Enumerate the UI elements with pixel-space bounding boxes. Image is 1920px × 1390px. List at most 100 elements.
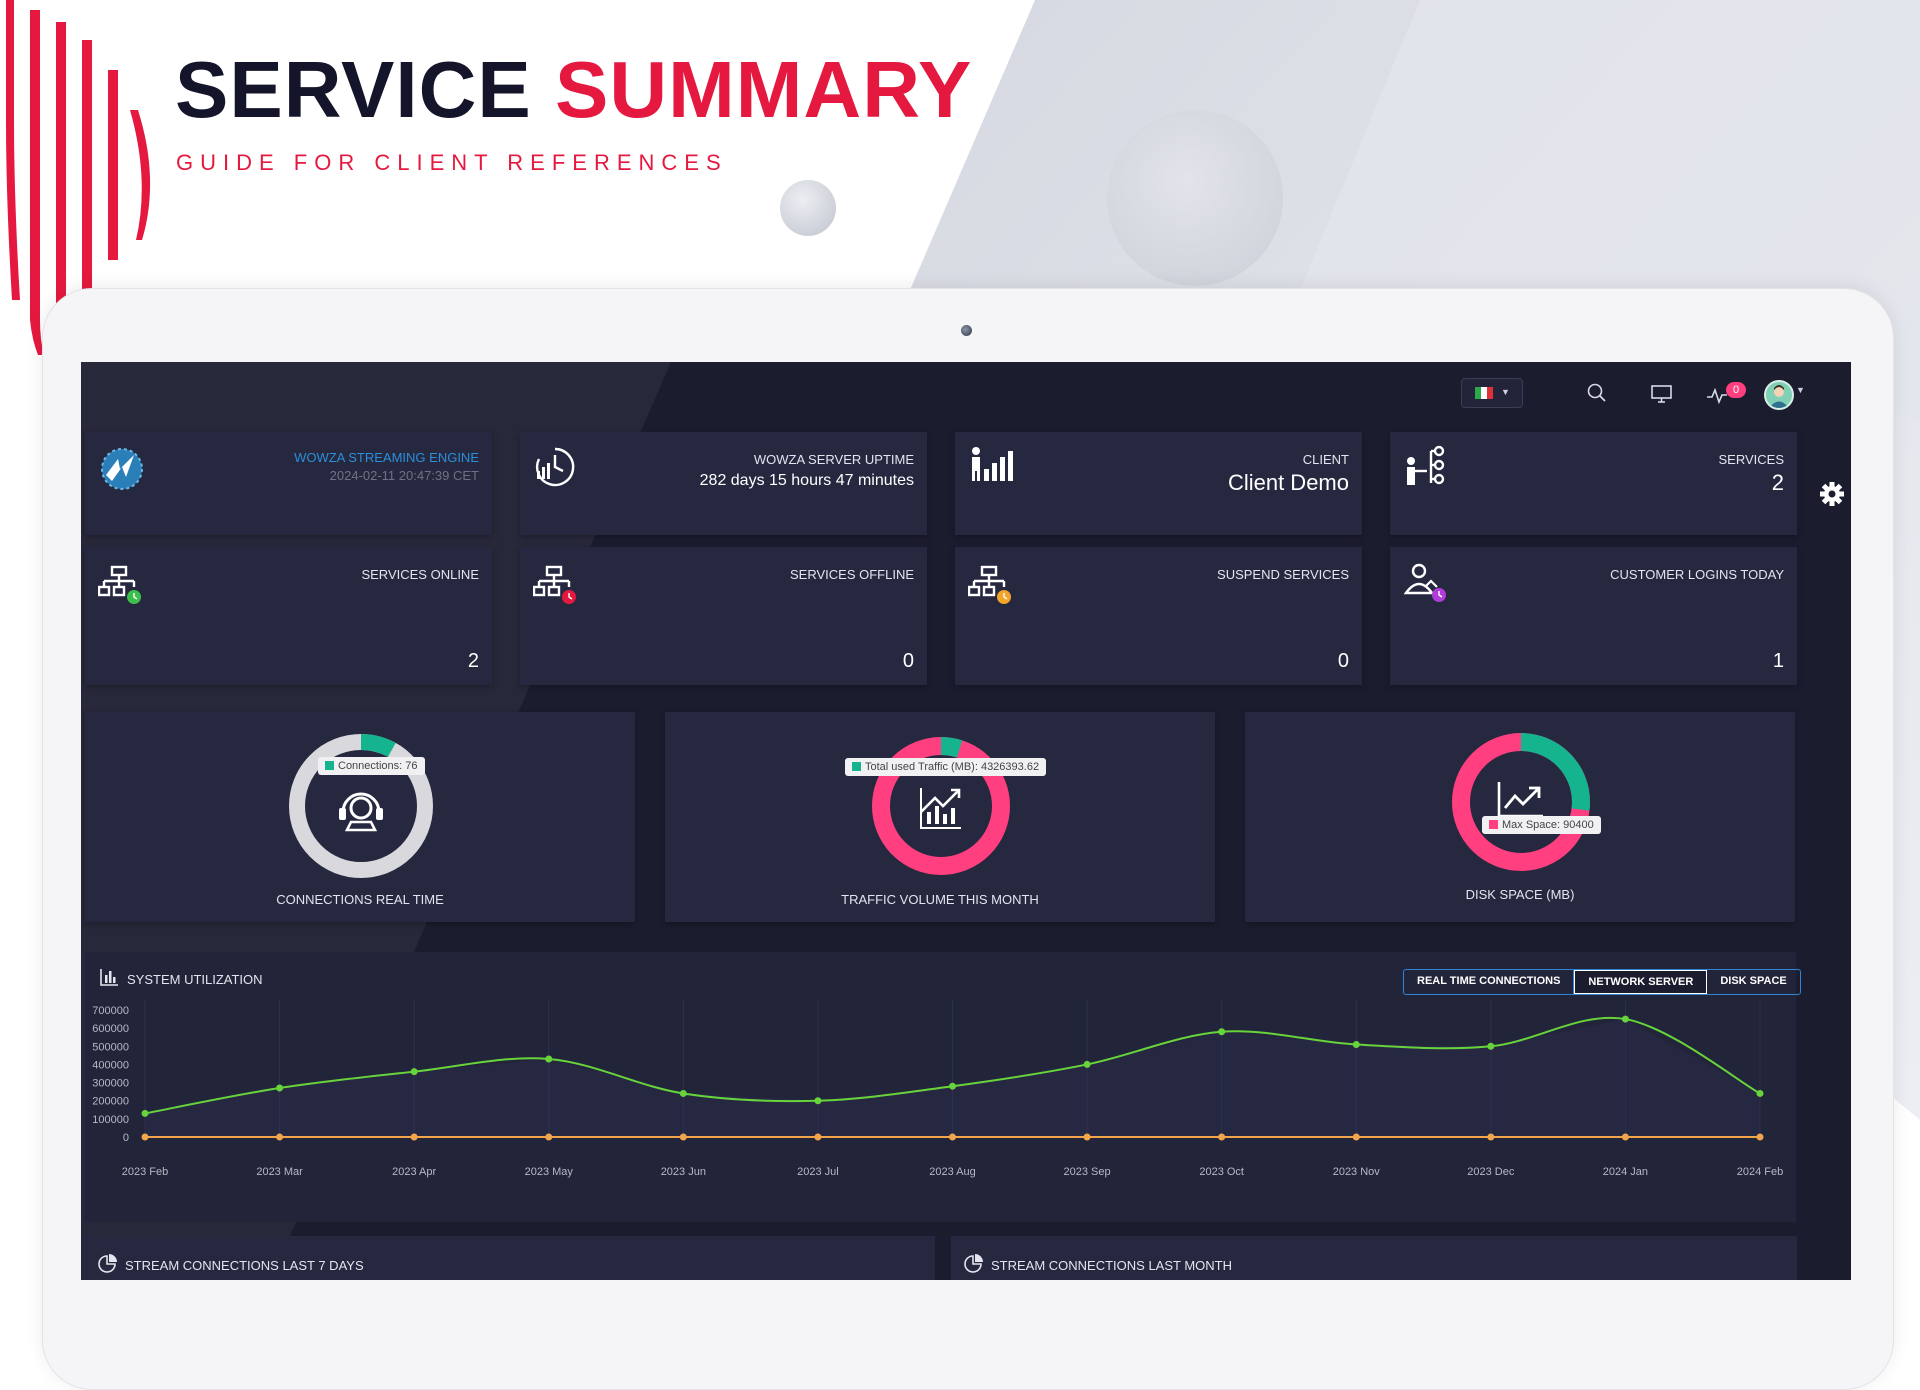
wowza-engine-name[interactable]: WOWZA STREAMING ENGINE: [294, 450, 479, 465]
red-stripes-decoration: [6, 0, 151, 355]
pie-chart-icon: [964, 1254, 983, 1273]
italy-flag-icon: [1475, 387, 1493, 399]
data-point: [1218, 1028, 1226, 1036]
top-bar: ▼ 0 ▼: [81, 362, 1851, 432]
data-point: [949, 1082, 956, 1090]
promo-title-accent: SUMMARY: [555, 45, 973, 134]
y-tick-label: 300000: [92, 1078, 129, 1090]
network-offline-icon: [533, 565, 576, 604]
search-icon[interactable]: [1586, 382, 1608, 404]
avatar[interactable]: [1764, 380, 1794, 410]
uptime-card: WOWZA SERVER UPTIME 282 days 15 hours 47…: [520, 432, 927, 535]
hierarchy-person-icon: [1407, 445, 1445, 485]
y-tick-label: 500000: [92, 1041, 129, 1053]
data-point: [1083, 1133, 1091, 1141]
system-utilization-card: 0 100000 200000 300000 400000 500000 600000 700…: [85, 952, 1801, 1222]
x-tick-label: 2023 Feb: [122, 1166, 168, 1178]
data-point: [1756, 1133, 1764, 1141]
avatar-chevron-icon[interactable]: ▼: [1796, 385, 1805, 395]
wowza-logo-icon: [101, 448, 143, 490]
traffic-gauge-card: Total used Traffic (MB): 4326393.62 TRAF…: [665, 712, 1215, 922]
gauge-fill: [872, 737, 1010, 875]
client-card: CLIENT Client Demo: [955, 432, 1362, 535]
tab-network-server[interactable]: NETWORK SERVER: [1574, 970, 1708, 994]
x-tick-label: 2023 Jun: [661, 1166, 706, 1178]
traffic-gauge-label: TRAFFIC VOLUME THIS MONTH: [841, 892, 1039, 907]
activity-icon[interactable]: [1706, 388, 1728, 404]
services-online-count: 2: [467, 650, 479, 672]
data-point: [679, 1133, 687, 1141]
stream-connections-7-days-title: STREAM CONNECTIONS LAST 7 DAYS: [125, 1258, 364, 1273]
pie-chart-icon: [98, 1254, 117, 1273]
stream-connections-7-days-card: STREAM CONNECTIONS LAST 7 DAYS: [85, 1236, 935, 1280]
customer-logins-card: CUSTOMER LOGINS TODAY 1: [1390, 547, 1797, 685]
services-offline-count: 0: [902, 650, 914, 672]
settings-tab[interactable]: [1812, 475, 1851, 513]
connections-gauge-label: CONNECTIONS REAL TIME: [276, 892, 444, 907]
data-point: [545, 1133, 553, 1141]
disk-tooltip: Max Space: 90400: [1482, 816, 1601, 834]
network-suspend-icon: [968, 565, 1011, 604]
x-tick-label: 2023 Apr: [392, 1166, 436, 1178]
y-tick-label: 0: [123, 1132, 129, 1144]
x-tick-label: 2023 Sep: [1064, 1166, 1111, 1178]
x-tick-label: 2023 Dec: [1467, 1166, 1515, 1178]
language-select[interactable]: ▼: [1461, 378, 1523, 408]
data-point: [949, 1133, 956, 1141]
chevron-down-icon: ▼: [1501, 387, 1510, 397]
data-point: [276, 1133, 284, 1141]
connections-gauge[interactable]: [85, 712, 635, 922]
gauge-fill: [289, 734, 433, 878]
suspend-services-card: SUSPEND SERVICES 0: [955, 547, 1362, 685]
data-point: [1083, 1060, 1091, 1068]
data-point: [1487, 1042, 1495, 1050]
x-tick-label: 2023 May: [525, 1166, 574, 1178]
promo-subtitle: GUIDE FOR CLIENT REFERENCES: [176, 150, 728, 175]
data-point: [545, 1055, 553, 1063]
clock-chart-icon: [535, 447, 575, 487]
services-card: SERVICES 2: [1390, 432, 1797, 535]
x-tick-label: 2023 Mar: [256, 1166, 303, 1178]
customer-logins-label: CUSTOMER LOGINS TODAY: [1610, 567, 1784, 582]
x-tick-label: 2023 Oct: [1199, 1166, 1244, 1178]
y-tick-label: 200000: [92, 1096, 129, 1108]
suspend-services-label: SUSPEND SERVICES: [1217, 567, 1349, 582]
bar-chart-icon: [100, 969, 118, 986]
services-label: SERVICES: [1718, 452, 1784, 467]
camera-dot: [961, 325, 972, 336]
data-point: [1352, 1133, 1360, 1141]
growth-chart-icon: [920, 788, 961, 829]
connections-gauge-card: Connections: 76 CONNECTIONS REAL TIME: [85, 712, 635, 922]
tab-real-time-connections[interactable]: REAL TIME CONNECTIONS: [1404, 970, 1575, 994]
traffic-tooltip-text: Total used Traffic (MB): 4326393.62: [865, 761, 1040, 773]
connections-tooltip-text: Connections: 76: [338, 760, 418, 772]
y-tick-label: 100000: [92, 1114, 129, 1126]
stream-connections-month-card: STREAM CONNECTIONS LAST MONTH: [951, 1236, 1797, 1280]
disk-gauge-card: Max Space: 90400 DISK SPACE (MB): [1245, 712, 1795, 922]
customer-logins-count: 1: [1772, 650, 1784, 672]
data-point: [1756, 1089, 1764, 1097]
monitor-icon[interactable]: [1650, 384, 1674, 404]
y-tick-label: 600000: [92, 1023, 129, 1035]
data-point: [410, 1133, 418, 1141]
gear-icon: [1820, 482, 1844, 506]
data-point: [1621, 1133, 1629, 1141]
dashboard-screen: ▼ 0 ▼: [81, 362, 1851, 1280]
gauge-fill: [1452, 733, 1590, 871]
services-online-label: SERVICES ONLINE: [361, 567, 479, 582]
data-point: [1352, 1040, 1360, 1048]
uptime-value: 282 days 15 hours 47 minutes: [699, 472, 914, 489]
x-tick-label: 2023 Jul: [797, 1166, 839, 1178]
data-point: [410, 1068, 418, 1076]
disk-gauge-label: DISK SPACE (MB): [1465, 887, 1575, 902]
data-point: [1218, 1133, 1226, 1141]
services-offline-card: SERVICES OFFLINE 0: [520, 547, 927, 685]
network-online-icon: [98, 565, 141, 604]
services-count: 2: [1771, 470, 1784, 495]
tab-disk-space[interactable]: DISK SPACE: [1720, 975, 1787, 987]
traffic-gauge[interactable]: [665, 712, 1215, 922]
data-point: [276, 1084, 284, 1092]
client-label: CLIENT: [1302, 452, 1349, 467]
disk-tooltip-text: Max Space: 90400: [1502, 819, 1594, 831]
notification-badge: 0: [1726, 382, 1746, 398]
